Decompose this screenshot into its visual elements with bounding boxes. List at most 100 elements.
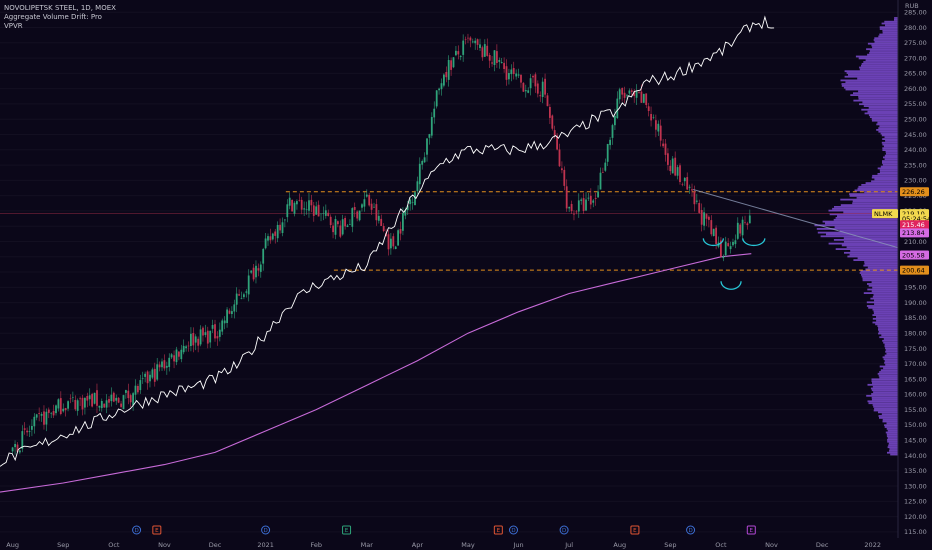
candle — [520, 74, 522, 83]
vpvr-bar — [884, 136, 898, 139]
candle — [377, 215, 380, 221]
time-axis[interactable]: Aug Sep Oct Nov Dec 2021 Feb Mar Apr May Jun Jul Aug… — [6, 541, 881, 549]
candle — [243, 294, 245, 298]
candle — [21, 431, 24, 449]
candle — [505, 66, 508, 80]
candle — [192, 333, 195, 346]
candle — [26, 430, 28, 433]
candle — [683, 177, 686, 182]
vpvr-bar — [888, 442, 898, 445]
vpvr-bar — [849, 195, 898, 197]
vpvr-bar — [841, 244, 898, 247]
candle — [604, 162, 607, 171]
vpvr-bar — [863, 105, 898, 107]
candle — [510, 69, 513, 75]
candle — [81, 397, 84, 410]
candle — [117, 397, 120, 403]
x-tick-label: Feb — [310, 541, 322, 549]
candle — [515, 73, 518, 77]
vpvr-bar — [873, 405, 898, 408]
candle — [250, 270, 253, 273]
y-tick-label: 235.00 — [904, 161, 927, 169]
candle — [218, 329, 221, 337]
symbol-title[interactable]: NOVOLIPETSK STEEL, 1D, MOEX — [4, 4, 116, 12]
horizontal-levels[interactable] — [0, 191, 898, 271]
pattern-annotations[interactable] — [692, 189, 899, 290]
candle — [638, 92, 640, 93]
candle — [194, 336, 197, 343]
vpvr-bar — [855, 55, 898, 58]
vpvr-bar — [833, 218, 898, 221]
candle — [503, 62, 505, 69]
vpvr-bar — [878, 415, 898, 417]
vpvr-bar — [871, 378, 898, 381]
x-tick-label: Nov — [158, 541, 171, 549]
candle — [144, 373, 146, 377]
candle — [486, 45, 489, 56]
candle — [312, 205, 315, 216]
vpvr-bar — [879, 125, 898, 128]
candle — [204, 332, 207, 335]
indicator-volume-drift[interactable]: Aggregate Volume Drift: Pro — [4, 13, 102, 21]
candle — [139, 380, 142, 391]
vpvr-bar — [857, 77, 898, 80]
vpvr-bar — [869, 50, 898, 52]
candle — [47, 409, 50, 413]
candle — [324, 210, 327, 216]
candle — [577, 200, 580, 212]
price-axis[interactable]: 115.00 120.00 125.00 130.00 135.00 140.00 145.… — [897, 0, 927, 538]
price-tag — [900, 228, 929, 238]
candle — [474, 40, 477, 44]
candle — [594, 198, 597, 199]
candle — [599, 172, 602, 190]
x-tick-label: May — [461, 541, 475, 549]
vpvr-bar — [894, 17, 898, 19]
candle — [259, 264, 262, 272]
candle — [650, 114, 652, 121]
vpvr-bar — [845, 81, 898, 84]
x-tick-label: Dec — [816, 541, 829, 549]
event-marker-letter: D — [263, 528, 267, 534]
price-tag-text: 213.84 — [902, 229, 925, 237]
vpvr-bar — [861, 64, 898, 67]
price-tag-text: 215.46 — [902, 221, 925, 229]
vpvr-bar — [882, 30, 898, 32]
vpvr-bar — [828, 242, 898, 245]
vpvr-bar — [871, 380, 898, 383]
vpvr-bar — [872, 317, 898, 320]
moving-average-line — [0, 253, 752, 493]
candle — [580, 199, 583, 201]
vpvr-bar — [886, 152, 898, 155]
vpvr-bar — [883, 145, 898, 148]
candle — [539, 95, 542, 97]
candle — [146, 371, 149, 384]
indicator-vpvr[interactable]: VPVR — [4, 22, 23, 30]
candle — [691, 189, 693, 191]
candle — [127, 390, 130, 399]
x-tick-label: Sep — [57, 541, 69, 549]
vpvr-bar — [884, 158, 898, 161]
vpvr-bar — [880, 369, 898, 372]
candle — [414, 192, 416, 206]
vpvr-bar — [866, 48, 898, 51]
candle — [406, 205, 409, 211]
vpvr-bar — [886, 435, 898, 438]
candle — [76, 400, 79, 411]
candle — [178, 351, 180, 357]
candle — [134, 385, 137, 395]
candle — [190, 333, 192, 346]
candle — [568, 206, 571, 209]
candle — [349, 224, 351, 225]
vpvr-bar — [872, 404, 898, 406]
right-shoulder-mark — [742, 238, 766, 247]
candle — [209, 330, 212, 343]
vpvr-bar — [878, 330, 898, 333]
candle — [655, 120, 657, 130]
y-tick-label: 285.00 — [904, 9, 927, 17]
y-tick-label: 155.00 — [904, 406, 927, 414]
event-marker-letter: E — [497, 528, 501, 534]
candle — [238, 294, 240, 296]
